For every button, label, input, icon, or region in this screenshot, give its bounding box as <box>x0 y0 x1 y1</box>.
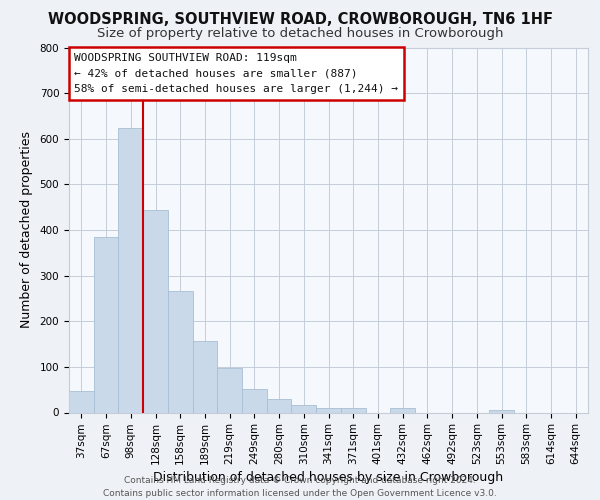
Bar <box>69 390 94 412</box>
X-axis label: Distribution of detached houses by size in Crowborough: Distribution of detached houses by size … <box>154 472 503 484</box>
Bar <box>217 368 242 412</box>
Bar <box>118 128 143 412</box>
Bar <box>242 389 267 412</box>
Bar <box>292 404 316 412</box>
Bar <box>316 408 341 412</box>
Text: Contains HM Land Registry data © Crown copyright and database right 2024.
Contai: Contains HM Land Registry data © Crown c… <box>103 476 497 498</box>
Bar <box>341 408 365 412</box>
Bar <box>267 399 292 412</box>
Bar <box>168 290 193 412</box>
Bar <box>390 408 415 412</box>
Bar <box>193 341 217 412</box>
Text: WOODSPRING, SOUTHVIEW ROAD, CROWBOROUGH, TN6 1HF: WOODSPRING, SOUTHVIEW ROAD, CROWBOROUGH,… <box>47 12 553 28</box>
Y-axis label: Number of detached properties: Number of detached properties <box>20 132 33 328</box>
Text: Size of property relative to detached houses in Crowborough: Size of property relative to detached ho… <box>97 28 503 40</box>
Bar <box>94 237 118 412</box>
Bar <box>143 210 168 412</box>
Text: WOODSPRING SOUTHVIEW ROAD: 119sqm
← 42% of detached houses are smaller (887)
58%: WOODSPRING SOUTHVIEW ROAD: 119sqm ← 42% … <box>74 53 398 94</box>
Bar <box>489 410 514 412</box>
